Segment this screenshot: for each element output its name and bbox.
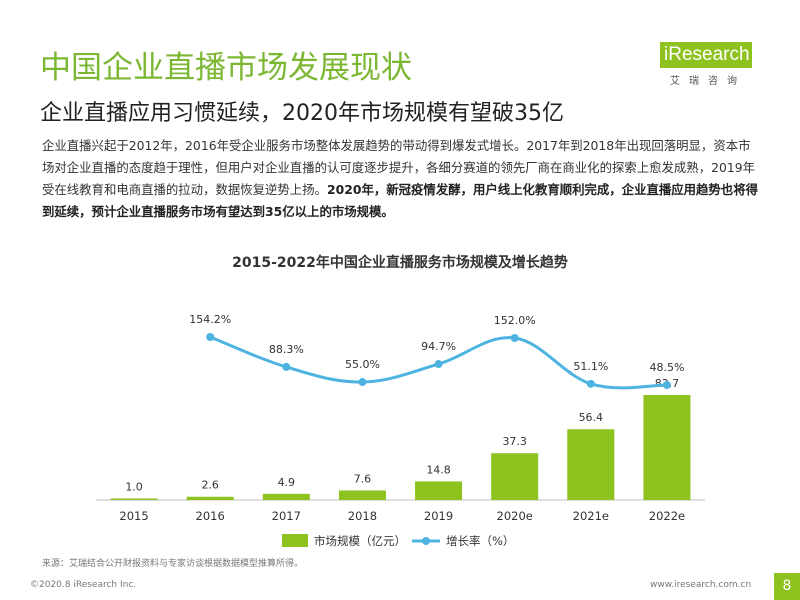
bar-2019 <box>415 481 463 500</box>
growth-label-2018: 55.0% <box>345 358 380 371</box>
logo-subtext: 艾瑞咨询 <box>670 76 746 87</box>
growth-point-2019 <box>434 360 443 369</box>
page-subtitle: 企业直播应用习惯延续，2020年市场规模有望破35亿 <box>40 101 564 126</box>
x-tick-2020e: 2020e <box>497 509 533 523</box>
bar-2016 <box>186 496 234 500</box>
intro-bold-text: 2020年，新冠疫情发酵，用户线上化教育顺利完成，企业直播应用趋势也将得到延续，… <box>42 182 758 219</box>
bar-label-2016: 2.6 <box>201 479 219 492</box>
legend-swatch-bar <box>282 534 308 547</box>
bar-2017 <box>262 493 310 500</box>
copyright: ©2020.8 iResearch Inc. <box>30 580 137 590</box>
bar-label-2015: 1.0 <box>125 481 143 494</box>
chart-title: 2015-2022年中国企业直播服务市场规模及增长趋势 <box>232 255 568 271</box>
logo-wordmark: iResearch <box>660 42 752 68</box>
page-title: 中国企业直播市场发展现状 <box>40 50 412 86</box>
growth-point-2020e <box>510 333 519 342</box>
x-tick-2018: 2018 <box>348 509 377 523</box>
growth-label-2021e: 51.1% <box>573 360 608 373</box>
growth-label-2019: 94.7% <box>421 340 456 353</box>
bar-label-2017: 4.9 <box>278 476 296 489</box>
bar-2018 <box>338 490 386 500</box>
website: www.iresearch.com.cn <box>650 580 752 590</box>
bar-label-2021e: 56.4 <box>579 411 604 424</box>
legend-label-bar: 市场规模（亿元） <box>314 534 406 548</box>
bar-2020e <box>491 453 539 500</box>
source-note: 来源：艾瑞结合公开财报资料与专家访谈根据数据模型推算所得。 <box>42 559 304 569</box>
growth-point-2022e <box>662 381 671 389</box>
growth-point-2016 <box>206 333 215 341</box>
x-tick-2015: 2015 <box>119 509 148 523</box>
x-tick-2017: 2017 <box>272 509 301 523</box>
iresearch-logo: iResearch 艾瑞咨询 <box>660 42 770 92</box>
bar-label-2018: 7.6 <box>354 472 372 485</box>
growth-label-2016: 154.2% <box>189 313 231 326</box>
x-tick-2022e: 2022e <box>649 509 685 523</box>
intro-paragraph: 企业直播兴起于2012年，2016年受企业服务市场整体发展趋势的带动得到爆发式增… <box>42 135 762 223</box>
growth-label-2020e: 152.0% <box>494 314 536 327</box>
x-tick-2019: 2019 <box>424 509 453 523</box>
growth-point-2017 <box>282 362 291 371</box>
legend-swatch-line-marker <box>422 537 430 545</box>
growth-point-2021e <box>586 379 595 388</box>
bar-2021e <box>567 429 615 500</box>
bar-label-2019: 14.8 <box>426 463 451 476</box>
growth-point-2018 <box>358 378 367 387</box>
bar-2022e <box>643 395 691 500</box>
legend-label-line: 增长率（%） <box>446 534 514 548</box>
bar-2015 <box>110 498 158 500</box>
growth-label-2017: 88.3% <box>269 343 304 356</box>
growth-label-2022e: 48.5% <box>649 361 684 374</box>
x-tick-2016: 2016 <box>196 509 225 523</box>
market-chart: 1.0 2015 2.6 2016 4.9 2017 7.6 2018 14.8 2019 37.3… <box>96 313 705 548</box>
page-number: 8 <box>774 573 800 600</box>
bar-label-2020e: 37.3 <box>502 435 527 448</box>
intro-text: 企业直播兴起于2012年，2016年受企业服务市场整体发展趋势的带动得到爆发式增… <box>42 138 756 197</box>
x-tick-2021e: 2021e <box>573 509 609 523</box>
